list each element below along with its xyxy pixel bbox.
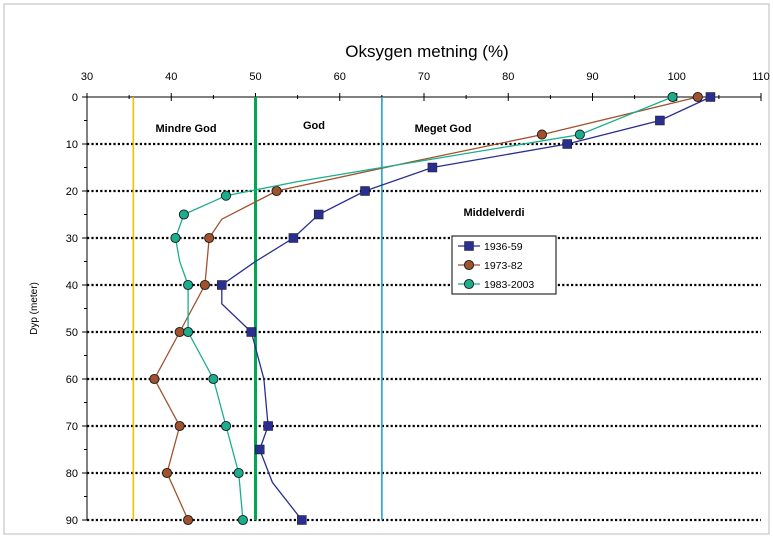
series-2 [170, 91, 678, 526]
x-tick-label-90: 90 [586, 71, 598, 83]
y-tick-label-30: 30 [66, 233, 78, 245]
chart-title: Oksygen metning (%) [345, 42, 508, 61]
data-point [174, 326, 185, 338]
data-point [655, 115, 665, 126]
data-point [170, 232, 181, 244]
y-tick-label-40: 40 [66, 280, 78, 292]
data-point [183, 514, 194, 526]
data-point [246, 327, 257, 337]
series-1 [149, 91, 703, 526]
y-tick-label-10: 10 [66, 139, 78, 151]
y-tick-label-70: 70 [66, 421, 78, 433]
data-point [360, 186, 370, 196]
legend: 1936-59 1973-82 1983-2003 [451, 235, 557, 295]
y-tick-label-90: 90 [66, 515, 78, 527]
y-tick-label-80: 80 [66, 468, 78, 480]
data-point [667, 91, 678, 103]
y-tick-label-50: 50 [66, 327, 78, 339]
x-tick-label-50: 50 [249, 71, 261, 83]
legend-label-0: 1936-59 [484, 241, 523, 253]
data-point [536, 129, 548, 140]
data-point [263, 421, 273, 431]
y-tick-label-20: 20 [66, 186, 78, 198]
data-point [297, 515, 307, 525]
data-point [288, 233, 299, 243]
data-point [174, 420, 185, 432]
y-tick-label-0: 0 [72, 92, 78, 104]
data-point [220, 420, 232, 432]
series-line-0 [221, 96, 711, 521]
data-point [237, 514, 248, 526]
data-point [233, 467, 244, 479]
data-point [217, 280, 227, 290]
x-tick-label-110: 110 [752, 71, 770, 83]
x-tick-label-100: 100 [668, 71, 686, 83]
data-point [183, 326, 194, 338]
data-point [254, 444, 265, 455]
series-0 [217, 92, 716, 525]
data-point [692, 91, 703, 103]
legend-label-1: 1973-82 [484, 260, 523, 272]
x-tick-label-30: 30 [81, 71, 93, 83]
data-point [574, 129, 585, 140]
data-point [220, 190, 232, 201]
legend-marker-0 [464, 241, 474, 251]
data-point [178, 209, 189, 220]
legend-marker-2 [463, 278, 475, 290]
zone-label-0: Mindre God [155, 123, 216, 135]
legend-label-2: 1983-2003 [484, 279, 534, 291]
series-line-2 [174, 96, 673, 521]
data-point [705, 92, 716, 102]
x-tick-label-60: 60 [334, 71, 346, 83]
series-line-1 [153, 96, 698, 521]
y-axis-label: Dyp (meter) [29, 282, 40, 335]
x-tick-label-40: 40 [165, 71, 177, 83]
data-point [183, 279, 194, 291]
y-tick-label-60: 60 [66, 374, 78, 386]
data-point [562, 139, 572, 149]
x-tick-label-70: 70 [418, 71, 430, 83]
data-point [204, 232, 215, 244]
zone-label-1: God [303, 120, 325, 132]
zone-label-2: Meget God [415, 123, 472, 135]
data-point [313, 209, 324, 220]
data-point [427, 162, 438, 173]
data-point [271, 185, 282, 197]
legend-marker-1 [463, 259, 475, 271]
data-point [161, 467, 173, 479]
data-point [149, 373, 160, 385]
legend-title: Middelverdi [463, 207, 524, 219]
x-tick-label-80: 80 [502, 71, 514, 83]
data-point [199, 279, 210, 291]
data-point [208, 373, 219, 385]
